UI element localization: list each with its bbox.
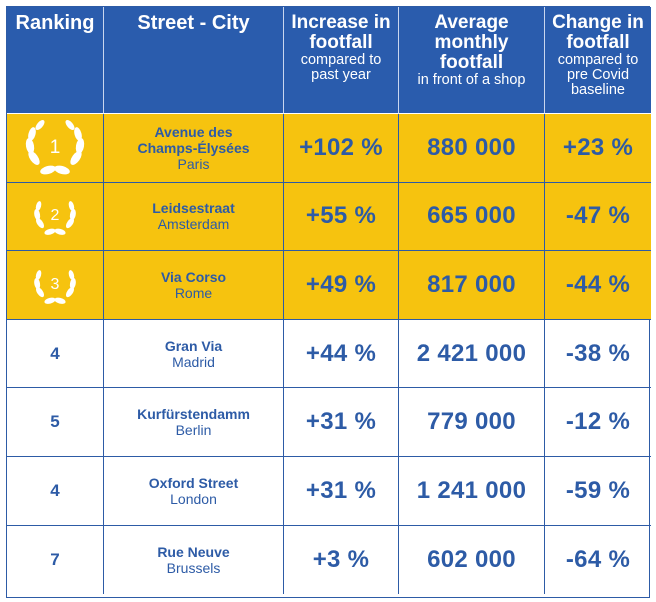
city-name: Amsterdam xyxy=(157,216,230,233)
average-cell: 779 000 xyxy=(399,388,545,457)
city-name: Madrid xyxy=(172,353,215,370)
increase-value: +3 % xyxy=(312,545,370,573)
change-value: -47 % xyxy=(565,202,631,230)
rank-cell: 4 xyxy=(7,456,104,526)
increase-value: +102 % xyxy=(299,133,383,161)
rank-number: 4 xyxy=(50,480,60,500)
change-cell: -47 % xyxy=(545,182,651,252)
street-name: Rue Neuve xyxy=(157,543,230,560)
street-city-cell: Leidsestraat Amsterdam xyxy=(104,182,284,252)
rank-cell: 3 xyxy=(7,251,104,320)
header-average-sublabel: in front of a shop xyxy=(417,72,526,88)
street-city-cell: Rue Neuve Brussels xyxy=(104,525,284,595)
average-value: 880 000 xyxy=(427,133,516,161)
street-name: Avenue des Champs-Élysées xyxy=(137,123,250,156)
rank-cell: 1 xyxy=(7,114,104,183)
header-change: Change in footfall compared to pre Covid… xyxy=(545,7,651,114)
laurel-wreath-icon: 3 xyxy=(30,263,80,307)
rank-number: 5 xyxy=(50,412,60,432)
average-value: 602 000 xyxy=(427,545,516,573)
average-value: 817 000 xyxy=(427,270,516,298)
change-value: -38 % xyxy=(565,339,631,367)
increase-cell: +3 % xyxy=(284,525,399,595)
increase-cell: +44 % xyxy=(284,319,399,389)
street-city-cell: Via Corso Rome xyxy=(104,251,284,320)
header-change-label: Change in footfall xyxy=(552,12,644,53)
average-value: 2 421 000 xyxy=(416,339,527,367)
average-cell: 2 421 000 xyxy=(399,319,545,389)
laurel-wreath-icon: 1 xyxy=(20,118,90,178)
increase-cell: +31 % xyxy=(284,388,399,457)
header-increase-label: Increase in footfall xyxy=(291,12,391,53)
header-average: Average monthly footfall in front of a s… xyxy=(399,7,545,114)
city-name: Brussels xyxy=(166,559,221,576)
header-street-city: Street - City xyxy=(104,7,284,114)
increase-value: +55 % xyxy=(305,202,377,230)
change-value: +23 % xyxy=(562,133,634,161)
change-value: -12 % xyxy=(565,408,631,436)
rank-number: 1 xyxy=(49,136,61,158)
average-cell: 1 241 000 xyxy=(399,456,545,526)
rank-number: 2 xyxy=(50,207,60,225)
average-cell: 880 000 xyxy=(399,114,545,183)
header-street-city-label: Street - City xyxy=(137,12,250,34)
header-increase-sublabel: compared to past year xyxy=(300,52,382,83)
street-city-cell: Oxford Street London xyxy=(104,456,284,526)
change-cell: +23 % xyxy=(545,114,651,183)
header-average-label: Average monthly footfall xyxy=(434,12,509,73)
change-value: -64 % xyxy=(565,545,631,573)
change-cell: -12 % xyxy=(545,388,651,457)
change-cell: -59 % xyxy=(545,457,651,526)
header-ranking-label: Ranking xyxy=(15,12,95,34)
average-value: 1 241 000 xyxy=(416,476,527,504)
rank-cell: 2 xyxy=(7,182,104,252)
city-name: Rome xyxy=(174,284,213,301)
change-cell: -64 % xyxy=(545,526,651,595)
rank-number: 3 xyxy=(50,275,60,293)
change-cell: -38 % xyxy=(545,320,651,389)
average-value: 779 000 xyxy=(427,408,516,436)
header-change-sublabel: compared to pre Covid baseline xyxy=(557,52,639,98)
laurel-wreath-icon: 2 xyxy=(30,194,80,238)
change-cell: -44 % xyxy=(545,251,651,320)
rank-number: 7 xyxy=(50,549,60,569)
street-name: Kurfürstendamm xyxy=(137,406,250,423)
average-cell: 602 000 xyxy=(399,525,545,595)
city-name: London xyxy=(170,490,217,507)
increase-value: +49 % xyxy=(305,270,377,298)
street-name: Leidsestraat xyxy=(152,200,235,217)
rank-cell: 4 xyxy=(7,319,104,389)
change-value: -59 % xyxy=(565,476,631,504)
change-value: -44 % xyxy=(565,270,631,298)
rank-cell: 7 xyxy=(7,525,104,595)
increase-cell: +55 % xyxy=(284,182,399,252)
header-ranking: Ranking xyxy=(7,7,104,114)
street-name: Via Corso xyxy=(160,268,227,285)
average-cell: 665 000 xyxy=(399,182,545,252)
street-city-cell: Kurfürstendamm Berlin xyxy=(104,388,284,457)
footfall-ranking-table: Ranking Street - City Increase in footfa… xyxy=(6,6,651,598)
street-name: Gran Via xyxy=(164,337,223,354)
rank-number: 4 xyxy=(50,343,60,363)
street-city-cell: Avenue des Champs-Élysées Paris xyxy=(104,114,284,183)
increase-cell: +49 % xyxy=(284,251,399,320)
average-cell: 817 000 xyxy=(399,251,545,320)
increase-value: +44 % xyxy=(305,339,377,367)
increase-cell: +102 % xyxy=(284,114,399,183)
increase-cell: +31 % xyxy=(284,456,399,526)
city-name: Berlin xyxy=(175,422,212,439)
increase-value: +31 % xyxy=(305,408,377,436)
street-name: Oxford Street xyxy=(148,474,239,491)
average-value: 665 000 xyxy=(427,202,516,230)
city-name: Paris xyxy=(177,155,210,172)
rank-cell: 5 xyxy=(7,388,104,457)
increase-value: +31 % xyxy=(305,476,377,504)
street-city-cell: Gran Via Madrid xyxy=(104,319,284,389)
header-increase: Increase in footfall compared to past ye… xyxy=(284,7,399,114)
